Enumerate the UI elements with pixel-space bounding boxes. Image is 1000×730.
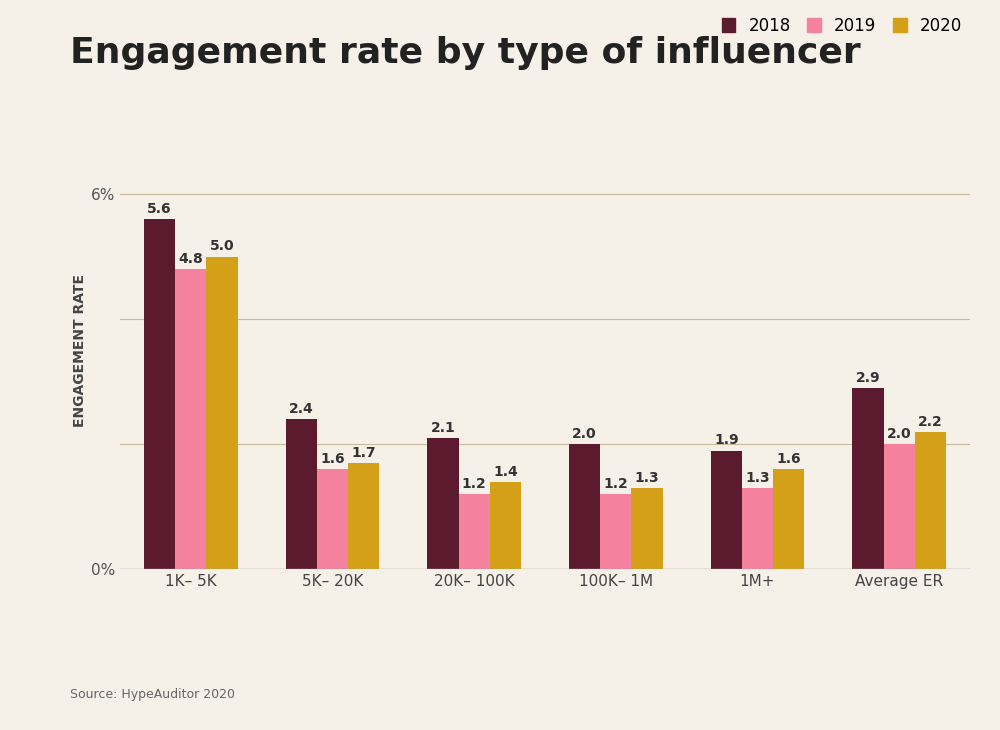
Text: 1.4: 1.4 bbox=[493, 465, 518, 479]
Text: 5.0: 5.0 bbox=[210, 239, 234, 253]
Text: 5.6: 5.6 bbox=[147, 202, 172, 216]
Bar bbox=[427, 438, 459, 569]
Bar bbox=[742, 488, 773, 569]
Text: 2.4: 2.4 bbox=[289, 402, 314, 416]
Bar bbox=[711, 450, 742, 569]
Y-axis label: ENGAGEMENT RATE: ENGAGEMENT RATE bbox=[73, 274, 87, 427]
Bar bbox=[773, 469, 804, 569]
Bar bbox=[600, 494, 631, 569]
Bar bbox=[206, 256, 238, 569]
Bar bbox=[175, 269, 206, 569]
Bar bbox=[915, 431, 946, 569]
Legend: 2018, 2019, 2020: 2018, 2019, 2020 bbox=[722, 17, 962, 35]
Text: 1.2: 1.2 bbox=[462, 477, 487, 491]
Text: 1.9: 1.9 bbox=[714, 434, 739, 447]
Text: 1.7: 1.7 bbox=[351, 446, 376, 460]
Text: 2.0: 2.0 bbox=[572, 427, 597, 441]
Bar bbox=[852, 388, 884, 569]
Bar bbox=[631, 488, 663, 569]
Text: 1.3: 1.3 bbox=[635, 471, 659, 485]
Text: 1.6: 1.6 bbox=[320, 452, 345, 466]
Text: 2.2: 2.2 bbox=[918, 415, 943, 429]
Text: 4.8: 4.8 bbox=[178, 252, 203, 266]
Text: 2.9: 2.9 bbox=[856, 371, 880, 385]
Text: 1.6: 1.6 bbox=[776, 452, 801, 466]
Bar bbox=[884, 445, 915, 569]
Text: Source: HypeAuditor 2020: Source: HypeAuditor 2020 bbox=[70, 688, 235, 701]
Text: 2.1: 2.1 bbox=[431, 421, 455, 435]
Text: Engagement rate by type of influencer: Engagement rate by type of influencer bbox=[70, 36, 861, 71]
Bar bbox=[459, 494, 490, 569]
Bar bbox=[144, 219, 175, 569]
Text: 2.0: 2.0 bbox=[887, 427, 911, 441]
Text: 1.3: 1.3 bbox=[745, 471, 770, 485]
Text: 1.2: 1.2 bbox=[603, 477, 628, 491]
Bar bbox=[317, 469, 348, 569]
Bar bbox=[569, 445, 600, 569]
Bar bbox=[286, 419, 317, 569]
Bar bbox=[348, 463, 379, 569]
Bar bbox=[490, 482, 521, 569]
